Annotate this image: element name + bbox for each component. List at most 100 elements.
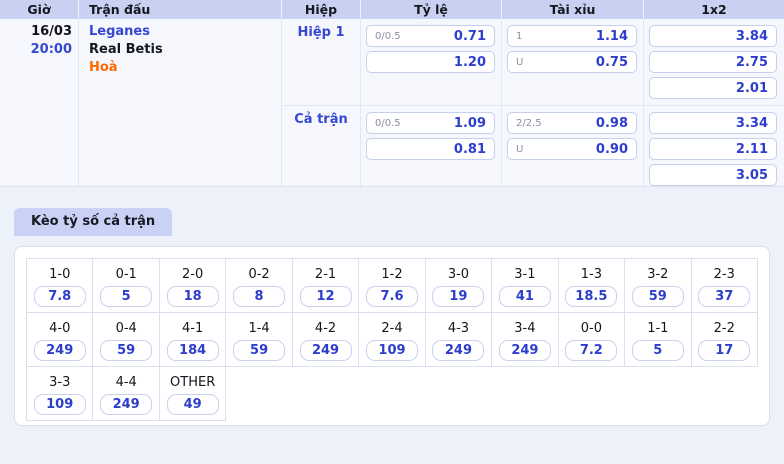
- score-label: 3-0: [447, 267, 470, 282]
- odds-box-1x2[interactable]: 2.01: [649, 77, 777, 99]
- score-cell: 4-1 184: [159, 313, 227, 367]
- score-odds-button[interactable]: 5: [100, 286, 153, 307]
- score-label: 0-2: [248, 267, 270, 282]
- score-cell: OTHER 49: [159, 367, 227, 421]
- score-cell: 1-3 18.5: [558, 259, 626, 313]
- odds-box-overunder[interactable]: 1 1.14: [507, 25, 637, 47]
- score-label: 2-3: [713, 267, 735, 282]
- score-cell: 0-4 59: [93, 313, 160, 367]
- score-odds-button[interactable]: 59: [233, 340, 286, 361]
- odds-box-overunder[interactable]: U 0.90: [507, 138, 637, 160]
- tab-correct-score[interactable]: Kèo tỷ số cả trận: [14, 208, 173, 236]
- score-odds-button[interactable]: 5: [631, 340, 684, 361]
- score-odds-button[interactable]: 37: [698, 286, 751, 307]
- score-cell: 3-3 109: [27, 367, 94, 421]
- header-period: Hiệp: [281, 0, 360, 19]
- score-cell: 4-3 249: [425, 313, 493, 367]
- score-odds-button[interactable]: 7.6: [365, 286, 418, 307]
- odds-box-1x2[interactable]: 2.11: [649, 138, 777, 160]
- score-odds-button[interactable]: 12: [299, 286, 352, 307]
- away-team-name: Real Betis: [89, 42, 163, 57]
- score-label: 1-3: [580, 267, 602, 282]
- score-odds-button[interactable]: 249: [432, 340, 485, 361]
- odds-value: 0.90: [595, 141, 628, 157]
- score-grid-filler: [226, 367, 758, 421]
- score-odds-button[interactable]: 184: [166, 340, 219, 361]
- period-row-half1: Hiệp 1 0/0.5 0.71 1.20 1 1.14 U 0.75 3.84 2.75…: [281, 19, 784, 105]
- score-odds-button[interactable]: 249: [498, 340, 551, 361]
- home-team-link[interactable]: Leganes: [89, 24, 150, 39]
- header-handicap: Tỷ lệ: [360, 0, 501, 19]
- score-odds-button[interactable]: 109: [33, 394, 86, 415]
- header-time: Giờ: [27, 2, 51, 17]
- odds-value: 2.01: [735, 80, 768, 96]
- odds-box-handicap[interactable]: 0.81: [366, 138, 495, 160]
- score-odds-button[interactable]: 18: [166, 286, 219, 307]
- odds-value: 1.09: [453, 115, 486, 131]
- score-odds-button[interactable]: 8: [233, 286, 286, 307]
- score-label: 4-1: [182, 321, 204, 336]
- score-cell: 1-2 7.6: [359, 259, 426, 313]
- odds-box-handicap[interactable]: 0/0.5 0.71: [366, 25, 495, 47]
- score-cell: 0-1 5: [93, 259, 160, 313]
- header-1x2: 1x2: [643, 0, 784, 19]
- score-cell: 1-1 5: [625, 313, 692, 367]
- score-odds-button[interactable]: 249: [100, 394, 153, 415]
- score-cell: 3-1 41: [492, 259, 559, 313]
- odds-value: 3.34: [735, 115, 768, 131]
- odds-table-header: Giờ Trận đấu Hiệp Tỷ lệ Tài xỉu 1x2: [0, 0, 784, 19]
- score-odds-button[interactable]: 59: [100, 340, 153, 361]
- match-time: 20:00: [30, 42, 72, 57]
- odds-line-label: 0/0.5: [375, 117, 401, 129]
- handicap-odds-fulltime: 0/0.5 1.09 0.81: [360, 106, 501, 186]
- score-label: 3-1: [514, 267, 536, 282]
- score-odds-button[interactable]: 49: [166, 394, 219, 415]
- period-odds-region: Hiệp 1 0/0.5 0.71 1.20 1 1.14 U 0.75 3.84 2.75…: [281, 19, 784, 186]
- score-odds-button[interactable]: 59: [631, 286, 684, 307]
- odds-box-1x2[interactable]: 3.05: [649, 164, 777, 186]
- odds-line-label: 2/2.5: [516, 117, 542, 129]
- score-label: OTHER: [170, 375, 216, 390]
- score-label: 3-3: [49, 375, 71, 390]
- odds-box-handicap[interactable]: 0/0.5 1.09: [366, 112, 495, 134]
- period-label-fulltime: Cả trận: [281, 106, 360, 186]
- score-cell: 2-4 109: [359, 313, 426, 367]
- match-odds-table: Giờ Trận đấu Hiệp Tỷ lệ Tài xỉu 1x2 16/0…: [0, 0, 784, 187]
- score-odds-button[interactable]: 7.8: [33, 286, 86, 307]
- header-overunder: Tài xỉu: [501, 0, 643, 19]
- score-grid: 1-0 7.8 0-1 5 2-0 18 0-2 8 2-1 12 1-2 7.6 3-0 19 3-1 41…: [26, 258, 758, 421]
- odds-value: 3.05: [735, 167, 768, 183]
- score-cell: 3-4 249: [492, 313, 559, 367]
- odds-box-overunder[interactable]: U 0.75: [507, 51, 637, 73]
- score-odds-button[interactable]: 249: [33, 340, 86, 361]
- score-label: 0-0: [580, 321, 602, 336]
- period-row-fulltime: Cả trận 0/0.5 1.09 0.81 2/2.5 0.98 U 0.90 3.3…: [281, 105, 784, 186]
- odds-box-overunder[interactable]: 2/2.5 0.98: [507, 112, 637, 134]
- score-cell: 2-0 18: [159, 259, 227, 313]
- overunder-odds-fulltime: 2/2.5 0.98 U 0.90: [501, 106, 643, 186]
- score-odds-button[interactable]: 18.5: [565, 286, 618, 307]
- odds-box-1x2[interactable]: 2.75: [649, 51, 777, 73]
- odds-value: 0.71: [453, 28, 486, 44]
- score-cell: 3-0 19: [425, 259, 493, 313]
- 1x2-odds-half1: 3.84 2.75 2.01: [643, 19, 784, 105]
- score-odds-button[interactable]: 7.2: [565, 340, 618, 361]
- odds-box-1x2[interactable]: 3.84: [649, 25, 777, 47]
- odds-value: 2.75: [735, 54, 768, 70]
- odds-box-1x2[interactable]: 3.34: [649, 112, 777, 134]
- score-odds-button[interactable]: 109: [365, 340, 418, 361]
- odds-box-handicap[interactable]: 1.20: [366, 51, 495, 73]
- score-odds-button[interactable]: 249: [299, 340, 352, 361]
- score-odds-button[interactable]: 19: [432, 286, 485, 307]
- header-match: Trận đấu: [78, 0, 281, 19]
- score-odds-button[interactable]: 17: [698, 340, 751, 361]
- score-cell: 0-0 7.2: [558, 313, 626, 367]
- score-cell: 1-0 7.8: [27, 259, 94, 313]
- score-label: 2-4: [381, 321, 403, 336]
- odds-line-label: 1: [516, 30, 523, 42]
- odds-line-label: U: [516, 56, 524, 68]
- score-label: 2-2: [713, 321, 735, 336]
- odds-value: 1.14: [595, 28, 628, 44]
- score-odds-button[interactable]: 41: [498, 286, 551, 307]
